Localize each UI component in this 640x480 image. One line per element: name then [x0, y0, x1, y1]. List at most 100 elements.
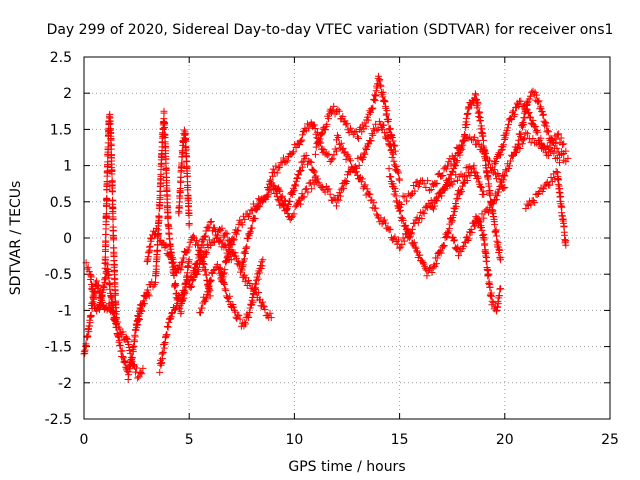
data-point [138, 307, 146, 315]
data-point [204, 288, 212, 296]
data-point [187, 284, 195, 292]
data-point [404, 225, 412, 233]
data-point [499, 176, 507, 184]
data-point [336, 189, 344, 197]
data-point [156, 368, 164, 376]
data-point [418, 215, 426, 223]
data-point [396, 199, 404, 207]
data-point [404, 190, 412, 198]
data-point [85, 322, 93, 330]
data-point [342, 121, 350, 129]
data-point [324, 115, 332, 123]
grid [84, 57, 610, 419]
data-point [474, 100, 482, 108]
data-point [443, 181, 451, 189]
data-point [306, 158, 314, 166]
data-point [440, 242, 448, 250]
data-point [228, 241, 236, 249]
data-point [296, 200, 304, 208]
data-point [441, 186, 449, 194]
data-point [497, 151, 505, 159]
data-point [524, 130, 532, 138]
data-point [229, 236, 237, 244]
data-point [282, 206, 290, 214]
data-point [530, 121, 538, 129]
data-point [241, 255, 249, 263]
data-point [215, 264, 223, 272]
data-point [234, 227, 242, 235]
data-point [363, 185, 371, 193]
data-point [493, 154, 501, 162]
data-point [188, 277, 196, 285]
data-point [246, 229, 254, 237]
data-point [394, 169, 402, 177]
data-point [297, 166, 305, 174]
data-point [458, 188, 466, 196]
data-point [534, 128, 542, 136]
data-point [203, 249, 211, 257]
data-point [388, 133, 396, 141]
data-point [470, 133, 478, 141]
data-point [144, 286, 152, 294]
data-point [366, 190, 374, 198]
data-point [108, 187, 116, 195]
data-point [442, 165, 450, 173]
data-point [352, 168, 360, 176]
data-point [501, 183, 509, 191]
data-point [301, 155, 309, 163]
data-point [340, 149, 348, 157]
data-point [453, 176, 461, 184]
data-point [464, 163, 472, 171]
data-point [201, 267, 209, 275]
data-point [335, 107, 343, 115]
data-point [133, 321, 141, 329]
data-point [185, 220, 193, 228]
data-point [339, 144, 347, 152]
data-point [318, 130, 326, 138]
data-point [135, 373, 143, 381]
data-point [226, 245, 234, 253]
data-point [293, 175, 301, 183]
data-point [308, 185, 316, 193]
data-point [288, 149, 296, 157]
data-point [391, 233, 399, 241]
data-point [444, 176, 452, 184]
data-point [547, 173, 555, 181]
data-point [315, 139, 322, 147]
data-point [176, 185, 184, 193]
data-point [557, 134, 565, 142]
data-point [299, 163, 307, 171]
data-point [323, 120, 331, 128]
data-point [130, 338, 138, 346]
data-point [562, 241, 570, 249]
y-tick-labels: -2.5 -2 -1.5 -1 -0.5 0 0.5 1 1.5 2 2.5 [45, 50, 72, 428]
data-point [221, 266, 229, 274]
data-point [478, 226, 486, 234]
data-point [489, 200, 497, 208]
x-tick-label: 0 [80, 432, 89, 448]
data-point [141, 291, 149, 299]
data-point [292, 182, 300, 190]
data-point [420, 179, 428, 187]
data-point [312, 143, 320, 151]
data-point [355, 134, 363, 142]
data-point [463, 176, 471, 184]
data-point [387, 173, 395, 181]
data-point [330, 151, 338, 159]
data-point [473, 219, 481, 227]
data-point [255, 289, 263, 297]
data-point [454, 243, 462, 251]
data-point [207, 218, 215, 226]
data-point [139, 364, 147, 372]
data-point [451, 236, 459, 244]
x-tick-label: 10 [285, 432, 303, 448]
data-point [134, 374, 142, 382]
data-point [389, 137, 397, 145]
data-point [295, 171, 303, 179]
data-point [389, 180, 397, 188]
data-point [448, 218, 456, 226]
data-point [358, 154, 366, 162]
data-point [310, 121, 318, 129]
data-point [325, 185, 333, 193]
data-point [534, 98, 542, 106]
